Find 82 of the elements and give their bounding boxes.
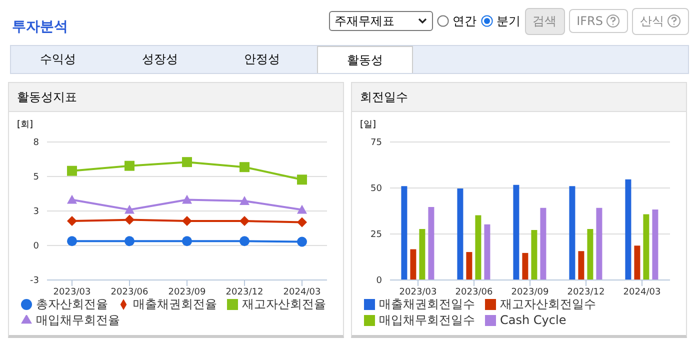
bar <box>410 249 416 280</box>
bar <box>540 208 546 280</box>
point <box>182 216 192 226</box>
point <box>297 236 307 247</box>
text: 성장성 <box>141 51 179 68</box>
bar <box>643 214 650 280</box>
bar <box>401 186 408 280</box>
point <box>67 216 77 226</box>
text: 투자분석 <box>12 18 68 36</box>
legend-label: 매입채무회전일수 <box>379 313 475 327</box>
point <box>67 194 77 204</box>
bar <box>419 229 426 280</box>
chart-title: 활동성지표 <box>9 83 343 112</box>
text: 안정성 <box>243 51 281 68</box>
text: 주재무제표 <box>334 12 395 30</box>
y-tick-label: 75 <box>370 138 382 148</box>
point <box>240 162 250 172</box>
bar <box>466 252 472 280</box>
point <box>124 236 134 246</box>
x-tick-label: 2023/06 <box>455 287 493 298</box>
legend-label: 재고자산회전일수 <box>500 297 596 311</box>
x-tick-label: 2024/03 <box>283 287 321 298</box>
x-tick-label: 2024/03 <box>623 287 661 298</box>
point <box>297 174 307 185</box>
point <box>67 236 77 246</box>
bar <box>531 230 538 280</box>
legend-label: 매출채권회전일수 <box>379 297 475 311</box>
bar <box>428 206 434 280</box>
x-tick-label: 2023/12 <box>567 287 605 298</box>
point <box>182 236 192 246</box>
point <box>67 166 77 176</box>
x-tick-label: 2023/09 <box>168 287 206 298</box>
bar <box>578 251 584 280</box>
x-tick-label: 2023/03 <box>53 287 91 298</box>
point <box>240 196 250 205</box>
bar <box>475 215 482 280</box>
text: 분기 <box>496 12 521 30</box>
chart-title: 회전일수 <box>352 83 686 112</box>
x-tick-label: 2023/12 <box>226 287 264 298</box>
y-axis-title: [일] <box>360 119 378 130</box>
bar <box>484 224 490 280</box>
text: IFRS <box>568 9 628 33</box>
x-tick-label: 2023/09 <box>511 287 549 298</box>
y-tick-label: 0 <box>33 242 40 252</box>
bar <box>625 179 632 280</box>
y-tick-label: -3 <box>30 276 39 286</box>
x-tick-label: 2023/03 <box>399 287 437 298</box>
bar <box>522 252 528 280</box>
point <box>297 204 307 214</box>
point <box>124 160 134 171</box>
point <box>182 157 192 168</box>
y-tick-label: 5 <box>33 172 39 183</box>
y-tick-label: 8 <box>33 138 40 148</box>
bar <box>513 184 520 280</box>
bar <box>587 229 594 280</box>
legend-label: 재고자산회전율 <box>242 297 326 311</box>
y-axis-title: [회] <box>17 119 34 130</box>
point <box>182 194 192 204</box>
x-tick-label: 2023/06 <box>110 287 148 298</box>
bar <box>457 188 464 280</box>
text: 검색 <box>524 8 565 34</box>
y-tick-label: 3 <box>33 207 39 218</box>
y-tick-label: 25 <box>370 230 382 240</box>
bar <box>569 186 576 280</box>
legend-label: 매입채무회전율 <box>36 313 120 327</box>
point <box>240 216 250 226</box>
point <box>240 236 250 246</box>
point <box>124 214 134 225</box>
text: 수익성 <box>39 51 77 68</box>
y-tick-label: 50 <box>370 184 382 194</box>
legend-label: 매출채권회전율 <box>133 297 217 311</box>
bar <box>652 210 658 280</box>
legend-label: 총자산회전율 <box>36 297 108 311</box>
bar <box>596 208 602 280</box>
text: 산식 <box>632 8 689 34</box>
legend-label: Cash Cycle <box>500 313 566 327</box>
text: 활동성 <box>317 46 413 73</box>
y-tick-label: 0 <box>376 276 382 286</box>
point <box>124 204 134 214</box>
text: 연간 <box>452 12 477 30</box>
point <box>297 217 307 228</box>
bar <box>634 246 640 280</box>
